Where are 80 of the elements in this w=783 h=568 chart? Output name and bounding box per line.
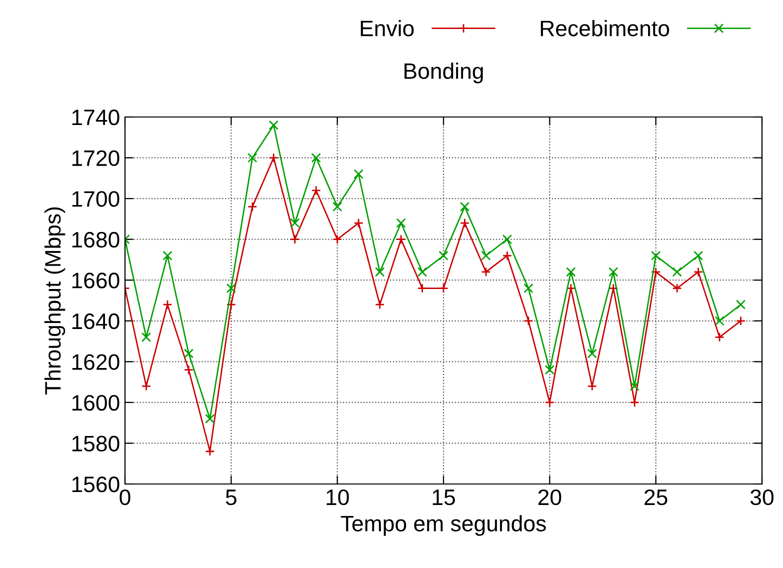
point bbox=[438, 250, 448, 261]
point bbox=[332, 202, 342, 212]
point bbox=[630, 398, 640, 408]
legend-label: Recebimento bbox=[540, 20, 670, 36]
point bbox=[332, 234, 342, 244]
point bbox=[396, 218, 406, 228]
point bbox=[162, 300, 172, 310]
y-tick-label: 1580 bbox=[72, 436, 120, 452]
point bbox=[736, 300, 746, 310]
point bbox=[460, 202, 470, 212]
point bbox=[502, 250, 512, 261]
point bbox=[693, 250, 704, 261]
point bbox=[566, 267, 576, 277]
point bbox=[587, 381, 597, 391]
x-tick-label: 30 bbox=[750, 489, 774, 506]
point bbox=[587, 348, 597, 358]
point bbox=[248, 152, 258, 163]
point bbox=[268, 152, 278, 163]
point bbox=[417, 267, 428, 277]
point bbox=[672, 283, 682, 294]
point bbox=[396, 234, 406, 244]
point bbox=[544, 364, 555, 375]
point bbox=[290, 218, 300, 228]
point bbox=[608, 267, 618, 277]
point bbox=[354, 218, 364, 228]
point bbox=[650, 250, 661, 261]
point bbox=[714, 316, 724, 326]
point bbox=[162, 250, 172, 261]
y-tick-label: 1720 bbox=[72, 150, 120, 166]
point bbox=[438, 283, 448, 294]
x-axis-title: Tempo em segundos bbox=[340, 515, 546, 536]
point bbox=[311, 152, 321, 163]
point bbox=[374, 300, 385, 310]
y-tick-label: 1700 bbox=[72, 191, 120, 207]
point bbox=[502, 234, 512, 244]
y-tick-label: 1680 bbox=[72, 232, 120, 248]
point bbox=[417, 283, 428, 294]
point bbox=[524, 283, 534, 294]
y-axis-title: Throughput (Mbps) bbox=[44, 207, 66, 394]
point bbox=[630, 381, 640, 391]
point bbox=[566, 283, 576, 294]
y-tick-label: 1660 bbox=[72, 272, 120, 288]
point bbox=[205, 414, 215, 424]
point bbox=[248, 202, 258, 212]
point bbox=[374, 267, 385, 277]
point bbox=[460, 218, 470, 228]
y-tick-label: 1560 bbox=[72, 476, 120, 492]
y-tick-label: 1740 bbox=[72, 110, 120, 126]
x-tick-label: 20 bbox=[538, 489, 562, 506]
point bbox=[714, 332, 724, 342]
x-tick-label: 0 bbox=[120, 489, 130, 506]
point bbox=[184, 348, 194, 358]
point bbox=[141, 381, 152, 391]
legend-label: Envio bbox=[360, 20, 414, 36]
point bbox=[268, 120, 278, 130]
point bbox=[481, 250, 491, 261]
point bbox=[672, 267, 682, 277]
y-tick-label: 1600 bbox=[72, 394, 120, 411]
y-tick-label: 1640 bbox=[72, 313, 120, 330]
point bbox=[205, 446, 215, 456]
x-tick-label: 5 bbox=[226, 490, 236, 506]
point bbox=[311, 186, 321, 196]
point bbox=[608, 283, 618, 294]
x-tick-label: 15 bbox=[432, 490, 455, 506]
point bbox=[736, 316, 746, 326]
point bbox=[184, 364, 194, 375]
chart-title: Bonding bbox=[404, 62, 483, 84]
point bbox=[524, 316, 534, 326]
point bbox=[481, 267, 491, 277]
point bbox=[354, 169, 364, 179]
point bbox=[290, 234, 300, 244]
point bbox=[693, 267, 704, 277]
point bbox=[226, 300, 236, 310]
y-tick-label: 1620 bbox=[72, 354, 120, 370]
point bbox=[226, 283, 236, 294]
point bbox=[141, 332, 152, 342]
x-tick-label: 25 bbox=[644, 489, 668, 506]
x-tick-label: 10 bbox=[326, 489, 349, 506]
point bbox=[544, 398, 555, 408]
point bbox=[650, 267, 661, 277]
